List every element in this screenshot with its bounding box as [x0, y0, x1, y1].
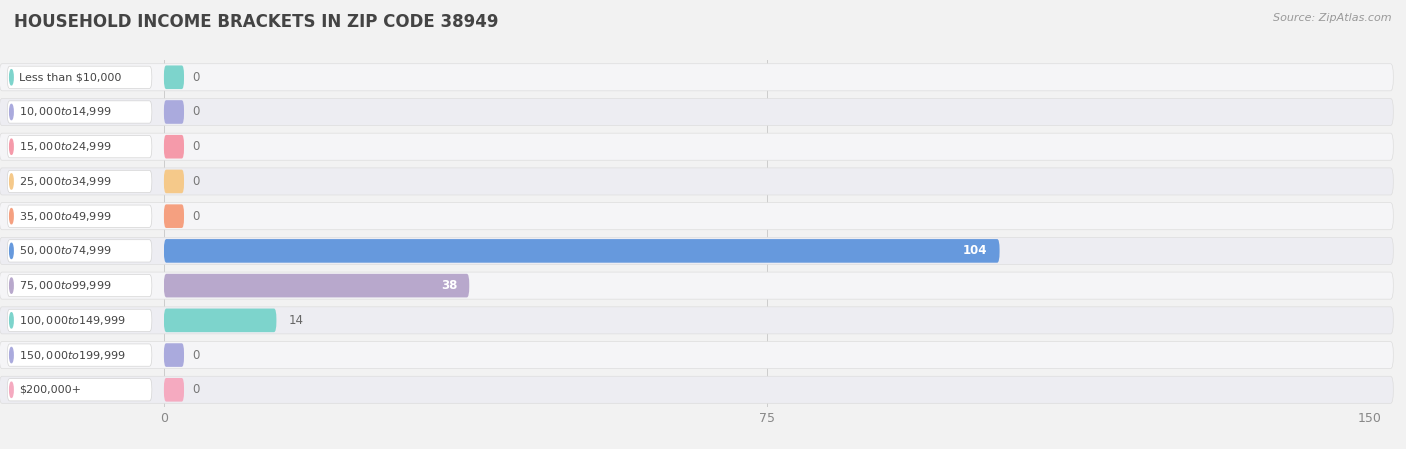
FancyBboxPatch shape [0, 238, 1393, 264]
FancyBboxPatch shape [7, 274, 152, 297]
Text: $100,000 to $149,999: $100,000 to $149,999 [18, 314, 125, 327]
FancyBboxPatch shape [7, 101, 152, 123]
Text: 0: 0 [193, 140, 200, 153]
Circle shape [10, 70, 13, 85]
Text: $200,000+: $200,000+ [18, 385, 80, 395]
FancyBboxPatch shape [165, 135, 184, 158]
FancyBboxPatch shape [165, 378, 184, 401]
FancyBboxPatch shape [7, 66, 152, 88]
FancyBboxPatch shape [0, 168, 1393, 195]
Text: 0: 0 [193, 383, 200, 396]
Text: 0: 0 [193, 210, 200, 223]
FancyBboxPatch shape [165, 66, 184, 89]
FancyBboxPatch shape [0, 202, 1393, 230]
Text: HOUSEHOLD INCOME BRACKETS IN ZIP CODE 38949: HOUSEHOLD INCOME BRACKETS IN ZIP CODE 38… [14, 13, 499, 31]
Circle shape [10, 104, 13, 119]
Circle shape [10, 278, 13, 293]
Text: 0: 0 [193, 175, 200, 188]
Circle shape [10, 348, 13, 363]
Text: 14: 14 [288, 314, 304, 327]
Circle shape [10, 313, 13, 328]
Text: $35,000 to $49,999: $35,000 to $49,999 [18, 210, 111, 223]
FancyBboxPatch shape [7, 379, 152, 401]
FancyBboxPatch shape [165, 239, 1000, 263]
Text: $150,000 to $199,999: $150,000 to $199,999 [18, 348, 125, 361]
FancyBboxPatch shape [0, 64, 1393, 91]
Circle shape [10, 174, 13, 189]
FancyBboxPatch shape [165, 170, 184, 193]
FancyBboxPatch shape [0, 307, 1393, 334]
Circle shape [10, 139, 13, 154]
Circle shape [10, 243, 13, 259]
Text: $10,000 to $14,999: $10,000 to $14,999 [18, 106, 111, 119]
Text: 104: 104 [963, 244, 987, 257]
FancyBboxPatch shape [7, 344, 152, 366]
FancyBboxPatch shape [0, 98, 1393, 126]
Text: 0: 0 [193, 348, 200, 361]
FancyBboxPatch shape [165, 100, 184, 124]
Text: $15,000 to $24,999: $15,000 to $24,999 [18, 140, 111, 153]
Text: 38: 38 [441, 279, 457, 292]
Text: Less than $10,000: Less than $10,000 [18, 72, 121, 82]
Circle shape [10, 382, 13, 397]
FancyBboxPatch shape [165, 274, 470, 297]
FancyBboxPatch shape [7, 240, 152, 262]
FancyBboxPatch shape [7, 309, 152, 331]
Text: $50,000 to $74,999: $50,000 to $74,999 [18, 244, 111, 257]
FancyBboxPatch shape [165, 343, 184, 367]
Text: $25,000 to $34,999: $25,000 to $34,999 [18, 175, 111, 188]
Text: 0: 0 [193, 106, 200, 119]
Text: Source: ZipAtlas.com: Source: ZipAtlas.com [1274, 13, 1392, 23]
Circle shape [10, 208, 13, 224]
FancyBboxPatch shape [0, 133, 1393, 160]
FancyBboxPatch shape [7, 205, 152, 227]
FancyBboxPatch shape [0, 342, 1393, 369]
FancyBboxPatch shape [0, 376, 1393, 403]
Text: 0: 0 [193, 71, 200, 84]
FancyBboxPatch shape [0, 272, 1393, 299]
FancyBboxPatch shape [165, 308, 277, 332]
FancyBboxPatch shape [7, 170, 152, 193]
FancyBboxPatch shape [165, 204, 184, 228]
FancyBboxPatch shape [7, 136, 152, 158]
Text: $75,000 to $99,999: $75,000 to $99,999 [18, 279, 111, 292]
